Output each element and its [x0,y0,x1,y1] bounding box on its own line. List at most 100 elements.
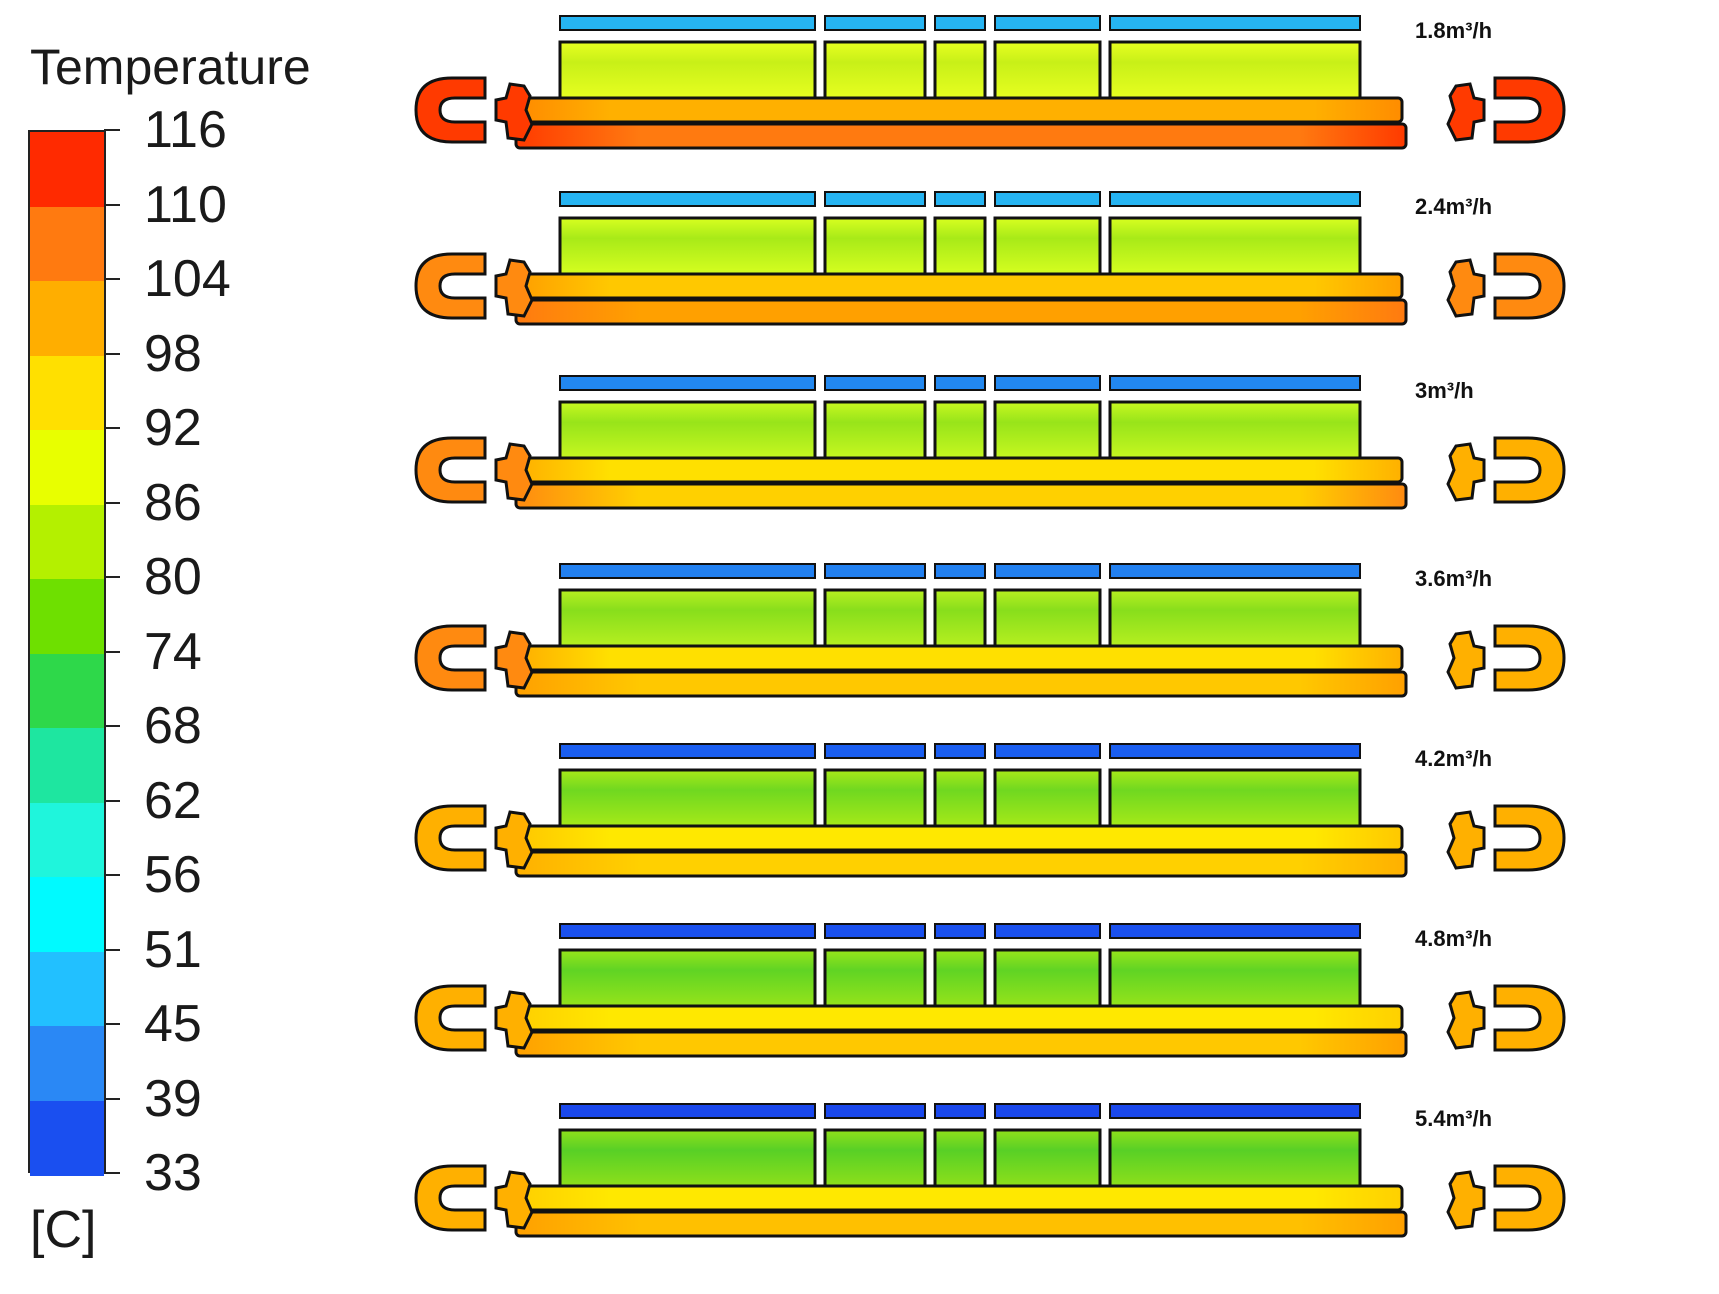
coolant-channel [994,191,1101,207]
left-return-bend [414,436,487,504]
fin-block [933,948,987,1010]
upper-rail [520,824,1404,852]
coolant-channel [994,563,1101,579]
left-return-bend [414,76,487,144]
legend-tick-mark [104,352,120,355]
coolant-channel [559,923,816,939]
coolant-channel [559,15,816,31]
fin-block [933,216,987,278]
upper-rail [520,456,1404,484]
coolant-channel [1109,191,1361,207]
coolant-channel [994,375,1101,391]
legend-tick-mark [104,576,120,578]
right-header [1446,1170,1486,1230]
fin-block [823,768,927,830]
right-header [1446,990,1486,1050]
flow-rate-label: 1.8m³/h [1415,18,1492,43]
fin-block [1108,216,1362,278]
lower-rail [514,482,1408,510]
coolant-channel [994,743,1101,759]
fin-block [993,400,1102,462]
coolant-channel [559,743,816,759]
fin-block [558,216,817,278]
legend-tick-mark [104,650,120,653]
left-header [494,1170,534,1230]
left-return-bend [414,1164,487,1232]
coolant-channel [824,15,926,31]
legend-tick-mark [104,948,120,951]
color-band [30,579,104,654]
legend-tick-label: 51 [144,920,202,979]
fin-block [1108,588,1362,650]
lower-rail [514,122,1408,150]
color-band [30,355,104,431]
coolant-channel [1109,923,1361,939]
legend-tick-label: 116 [144,101,227,159]
legend-tick-label: 62 [144,771,202,830]
left-return-bend [414,984,487,1052]
flow-rate-label: 3.6m³/h [1415,566,1492,591]
coolant-channel [934,375,986,391]
flow-case-3: 3m³/h [414,375,1566,510]
legend-tick-label: 45 [144,995,202,1053]
fin-block [993,588,1102,650]
heat-exchanger-contour-stack: 1.8m³/h 2.4m³/h 3m³/h 3.6m³/h 4.2m³/h 4.8m³/h… [410,0,1719,1294]
upper-rail [520,644,1404,672]
legend-tick-mark [104,501,120,504]
fin-block [558,400,817,462]
temperature-legend: Temperature 116 110 104 98 92 86 80 74 68 62 56 51 4… [0,0,410,1294]
right-header [1446,258,1486,318]
flow-case-1: 1.8m³/h [414,15,1566,150]
flow-case-4: 3.6m³/h [414,563,1566,698]
legend-tick-mark [104,1023,120,1025]
fin-block [1108,40,1362,102]
color-band [30,653,104,729]
coolant-channel [934,563,986,579]
fin-block [558,40,817,102]
lower-rail [514,1030,1408,1058]
coolant-channel [824,1103,926,1119]
fin-block [823,400,927,462]
flow-case-2: 2.4m³/h [414,191,1566,326]
color-band [30,877,104,952]
coolant-channel [994,15,1101,31]
right-return-bend [1493,1164,1566,1232]
coolant-channel [934,743,986,759]
fin-block [993,40,1102,102]
left-header [494,258,534,318]
coolant-channel [824,563,926,579]
fin-block [558,588,817,650]
right-header [1446,810,1486,870]
legend-title: Temperature [30,39,311,95]
legend-tick-mark [104,725,120,727]
color-band [30,281,104,356]
coolant-channel [559,375,816,391]
fin-block [933,400,987,462]
coolant-channel [994,1103,1101,1119]
legend-tick-label: 104 [144,250,231,308]
coolant-channel [1109,743,1361,759]
fin-block [558,948,817,1010]
left-header [494,442,534,502]
legend-tick-mark [104,203,120,206]
coolant-channel [559,1103,816,1119]
fin-block [993,1128,1102,1190]
upper-rail [520,96,1404,124]
right-return-bend [1493,804,1566,872]
coolant-channel [824,923,926,939]
legend-tick-mark [104,129,120,131]
coolant-channel [559,191,816,207]
left-header [494,810,534,870]
upper-rail [520,1184,1404,1212]
color-band [30,504,104,580]
coolant-channel [824,743,926,759]
fin-block [933,588,987,650]
fin-block [823,40,927,102]
lower-rail [514,1210,1408,1238]
legend-tick-label: 33 [144,1144,202,1202]
legend-tick-label: 74 [144,622,202,681]
right-return-bend [1493,252,1566,320]
legend-tick-label: 98 [144,324,202,383]
lower-rail [514,670,1408,698]
left-header [494,82,534,142]
